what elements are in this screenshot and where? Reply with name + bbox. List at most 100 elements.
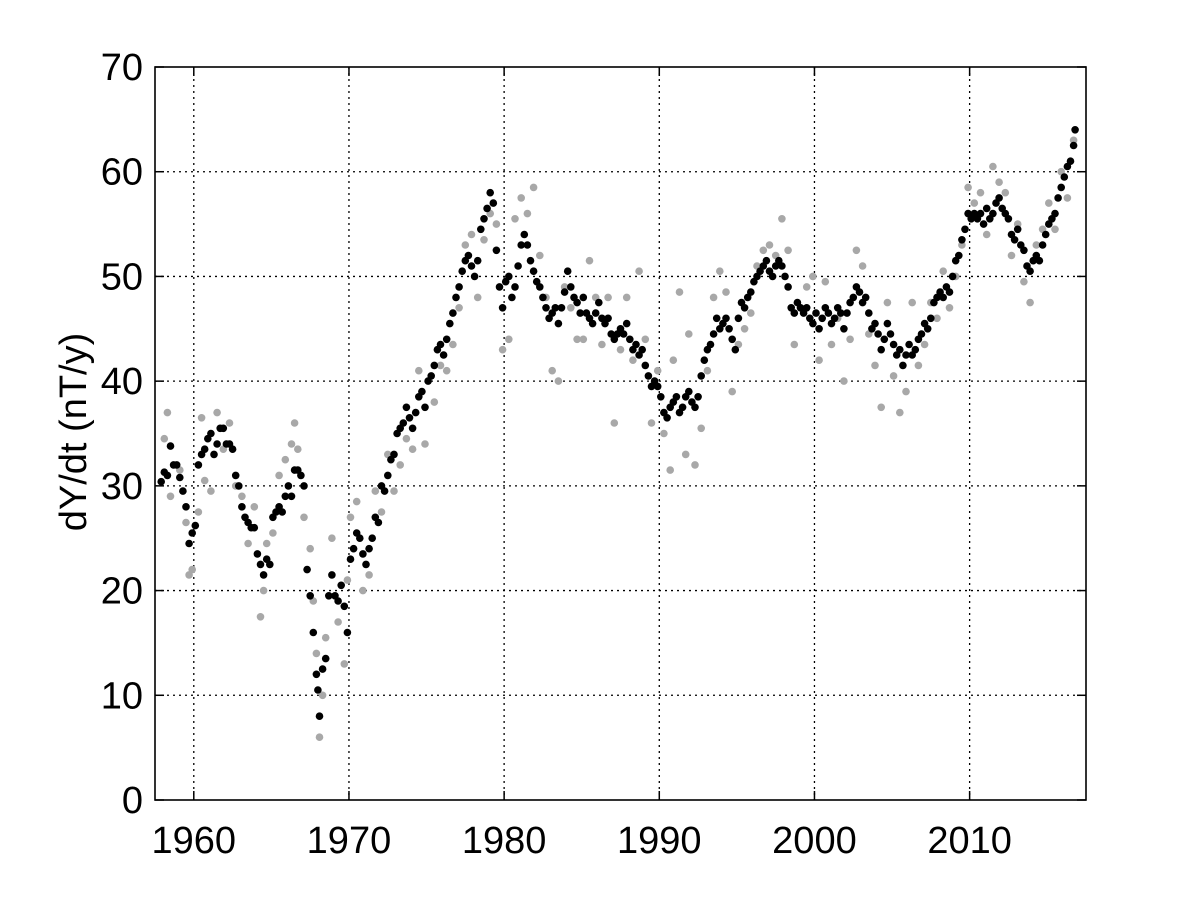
- data-point: [585, 256, 594, 265]
- data-point: [883, 298, 892, 307]
- data-point: [815, 325, 823, 333]
- data-point: [840, 325, 848, 333]
- data-point: [740, 304, 749, 312]
- data-point: [660, 429, 668, 438]
- data-point: [802, 304, 811, 312]
- data-point: [343, 628, 352, 637]
- data-point: [663, 414, 671, 422]
- data-point: [480, 215, 488, 223]
- data-point: [902, 387, 910, 396]
- data-point: [691, 461, 699, 469]
- data-point: [185, 539, 193, 548]
- data-point: [691, 403, 699, 412]
- data-point: [1020, 277, 1028, 286]
- data-point: [632, 340, 640, 349]
- data-point: [449, 340, 457, 349]
- data-point: [346, 513, 355, 522]
- data-point: [982, 204, 991, 213]
- data-point: [380, 487, 389, 495]
- data-point: [694, 393, 702, 401]
- data-point: [647, 419, 656, 427]
- data-point: [253, 550, 262, 558]
- data-point: [685, 330, 693, 338]
- data-point: [697, 372, 705, 380]
- data-point: [1063, 194, 1072, 202]
- data-point: [629, 356, 637, 365]
- data-point: [784, 283, 792, 291]
- data-point: [1007, 251, 1016, 260]
- data-point: [303, 565, 311, 574]
- data-point: [722, 288, 730, 296]
- data-point: [287, 440, 296, 448]
- data-point: [1069, 136, 1078, 145]
- data-point: [371, 487, 380, 495]
- data-point: [989, 162, 997, 171]
- data-point: [436, 361, 445, 370]
- data-point: [874, 330, 882, 338]
- data-point: [979, 220, 988, 228]
- data-point: [657, 393, 665, 401]
- data-point: [554, 319, 563, 328]
- tick-marks: [155, 66, 1086, 801]
- data-point: [442, 366, 451, 375]
- data-point: [411, 408, 420, 417]
- data-point: [914, 361, 923, 370]
- data-point: [728, 335, 736, 344]
- data-point: [290, 419, 299, 427]
- data-point: [852, 246, 861, 255]
- data-point: [194, 508, 203, 516]
- data-point: [390, 487, 398, 495]
- data-point: [697, 424, 705, 433]
- data-point: [790, 340, 799, 349]
- data-point: [349, 544, 358, 553]
- data-point: [529, 267, 538, 276]
- data-point: [846, 335, 854, 344]
- data-point: [442, 335, 451, 344]
- data-point: [765, 241, 774, 249]
- data-point: [312, 670, 321, 679]
- x-tick-label: 1990: [617, 820, 702, 862]
- data-point: [179, 487, 187, 495]
- data-point: [573, 298, 581, 307]
- data-point: [219, 424, 228, 433]
- data-point: [1045, 199, 1053, 207]
- data-point: [858, 262, 867, 270]
- data-point: [1026, 298, 1034, 307]
- data-point: [163, 471, 172, 480]
- data-point: [182, 518, 190, 527]
- data-point: [436, 340, 445, 349]
- y-tick-label: 60: [101, 152, 143, 194]
- data-point: [334, 618, 342, 626]
- data-point: [781, 272, 789, 281]
- data-point: [473, 256, 482, 265]
- data-point: [641, 361, 650, 370]
- data-point: [368, 534, 377, 542]
- data-point: [458, 267, 467, 276]
- data-point: [778, 262, 786, 270]
- data-point: [384, 471, 392, 480]
- data-point: [706, 340, 715, 349]
- data-point: [511, 215, 519, 223]
- data-point: [269, 529, 277, 537]
- data-point: [638, 345, 646, 354]
- data-point: [328, 534, 336, 542]
- data-point: [678, 403, 687, 412]
- data-point: [517, 194, 525, 202]
- data-point: [508, 293, 516, 302]
- data-point: [191, 521, 200, 530]
- data-point: [334, 597, 342, 605]
- data-point: [669, 356, 678, 365]
- data-point: [266, 560, 274, 569]
- data-point: [405, 414, 414, 422]
- data-point: [352, 497, 361, 506]
- data-point: [1060, 173, 1069, 181]
- data-point: [905, 340, 913, 349]
- data-point: [923, 325, 932, 333]
- data-point: [1032, 241, 1041, 249]
- data-point: [619, 330, 628, 338]
- y-tick-label: 70: [101, 47, 143, 89]
- data-point: [1054, 194, 1062, 202]
- data-point: [244, 539, 252, 548]
